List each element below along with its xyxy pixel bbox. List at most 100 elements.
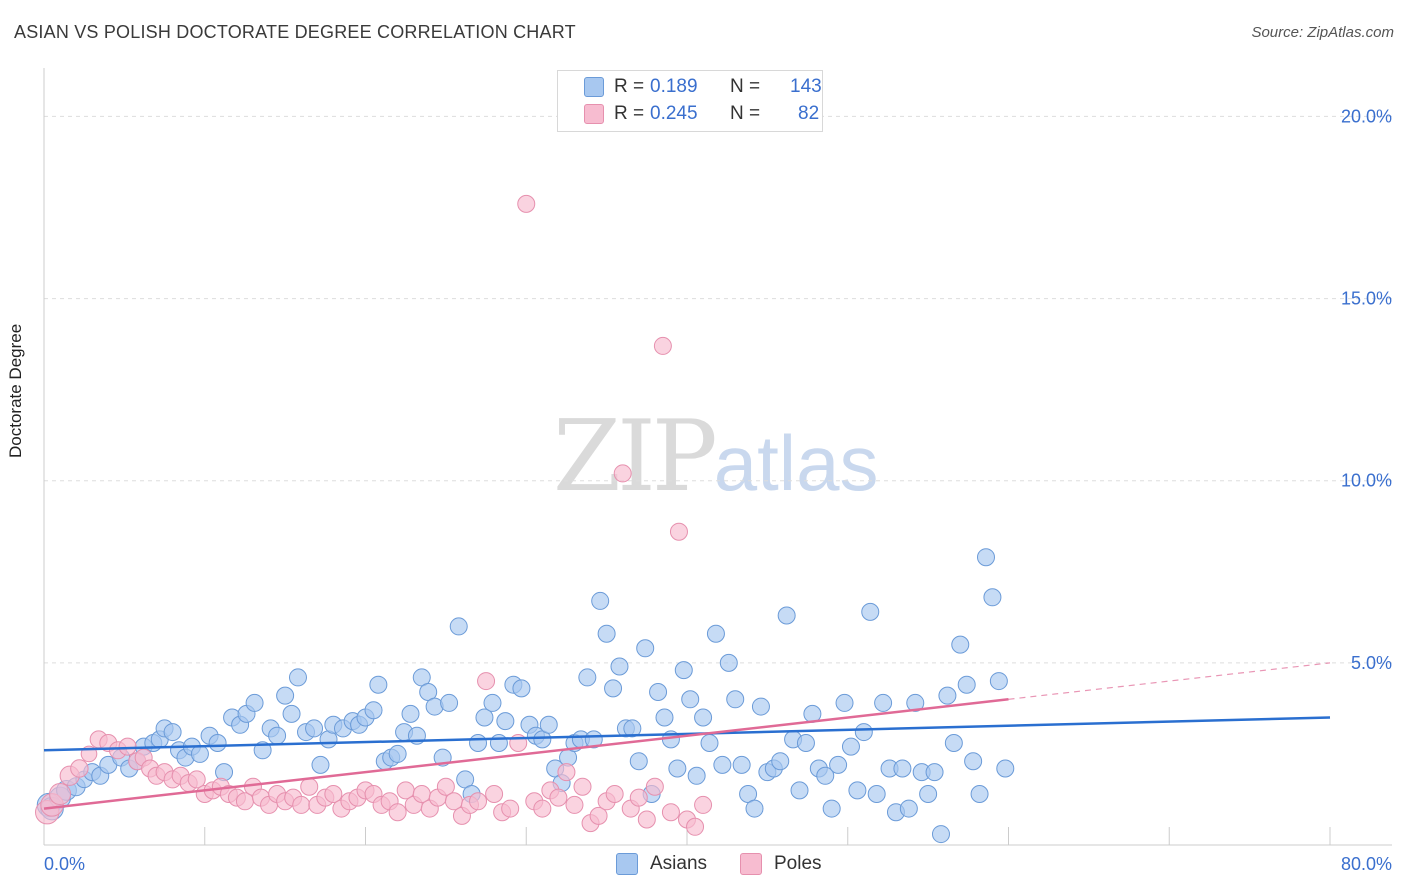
asians-r-label: R = bbox=[614, 76, 645, 97]
poles-point bbox=[517, 194, 536, 213]
chart-title: ASIAN VS POLISH DOCTORATE DEGREE CORRELA… bbox=[14, 22, 576, 42]
stats-legend: R = 0.189 N = 143 R = 0.245 N = 82 bbox=[557, 70, 823, 132]
x-tick-label-max: 80.0% bbox=[1341, 854, 1392, 874]
poles-point bbox=[187, 770, 206, 789]
poles-point bbox=[694, 795, 713, 814]
poles-point bbox=[613, 464, 632, 483]
asians-r-value: 0.189 bbox=[650, 76, 698, 97]
watermark-zip: ZIP bbox=[553, 400, 718, 514]
poles-point bbox=[533, 799, 552, 818]
asians-point bbox=[649, 683, 668, 701]
asians-point bbox=[854, 723, 873, 742]
asians-point bbox=[976, 548, 995, 567]
poles-point bbox=[324, 785, 343, 803]
asians-point bbox=[655, 708, 674, 727]
asians-point bbox=[215, 763, 234, 782]
asians-point bbox=[726, 690, 745, 709]
poles-point bbox=[485, 785, 504, 803]
y-tick-label: 15.0% bbox=[1341, 289, 1392, 309]
asians-point bbox=[874, 693, 893, 712]
asians-point bbox=[983, 588, 1002, 607]
asians-point bbox=[777, 606, 796, 625]
asians-swatch bbox=[584, 77, 604, 97]
asians-point bbox=[440, 693, 459, 712]
poles-point bbox=[501, 799, 520, 818]
poles-point bbox=[118, 737, 137, 756]
poles-point bbox=[645, 777, 664, 796]
asians-point bbox=[745, 799, 764, 818]
poles-point bbox=[629, 788, 648, 807]
asians-point bbox=[829, 755, 848, 774]
asians-point bbox=[925, 763, 944, 782]
poles-point bbox=[292, 795, 311, 814]
asians-point bbox=[919, 785, 938, 803]
poles-point bbox=[589, 806, 608, 825]
poles-point bbox=[653, 336, 672, 355]
watermark: ZIPatlas bbox=[553, 400, 879, 514]
poles-point bbox=[300, 777, 319, 796]
asians-trend-line bbox=[43, 716, 1331, 752]
chart-source: Source: ZipAtlas.com bbox=[1251, 24, 1394, 41]
poles-point bbox=[661, 803, 680, 822]
poles-r-label: R = bbox=[614, 103, 645, 124]
asians-point bbox=[245, 693, 264, 712]
asians-point bbox=[674, 661, 693, 680]
legend-item-asians[interactable]: Asians bbox=[616, 852, 707, 876]
asians-n-value: 143 bbox=[790, 76, 822, 97]
asians-point bbox=[931, 825, 950, 844]
asians-legend-label: Asians bbox=[650, 853, 708, 874]
asians-point bbox=[496, 712, 515, 731]
poles-point bbox=[469, 792, 488, 811]
asians-point bbox=[512, 679, 531, 698]
asians-point bbox=[668, 759, 687, 778]
asians-point bbox=[796, 734, 815, 752]
poles-point bbox=[49, 783, 72, 805]
asians-point bbox=[311, 755, 330, 774]
asians-point bbox=[706, 624, 725, 643]
asians-point bbox=[578, 668, 597, 687]
asians-point bbox=[964, 752, 983, 771]
asians-point bbox=[841, 737, 860, 756]
poles-r-value: 0.245 bbox=[650, 103, 698, 124]
asians-point bbox=[700, 734, 719, 752]
poles-point bbox=[637, 810, 656, 829]
asians-point bbox=[848, 781, 867, 800]
asians-point bbox=[539, 715, 558, 734]
asians-n-label: N = bbox=[730, 76, 761, 97]
asians-point bbox=[591, 591, 610, 610]
asians-point bbox=[449, 617, 468, 636]
asians-point bbox=[282, 704, 301, 723]
asians-point bbox=[835, 693, 854, 712]
poles-point bbox=[436, 777, 455, 796]
asians-point bbox=[475, 708, 494, 727]
asians-legend-swatch bbox=[616, 853, 638, 875]
asians-point bbox=[816, 766, 835, 785]
asians-point bbox=[388, 744, 407, 763]
poles-legend-swatch bbox=[740, 853, 762, 875]
poles-point bbox=[549, 788, 568, 807]
asians-point bbox=[636, 639, 655, 658]
asians-point bbox=[719, 653, 738, 672]
asians-point bbox=[867, 785, 886, 803]
asians-point bbox=[957, 675, 976, 694]
asians-point bbox=[610, 657, 629, 676]
asians-point bbox=[944, 734, 963, 752]
poles-legend-label: Poles bbox=[774, 853, 822, 874]
poles-trend-line-extension bbox=[1008, 662, 1331, 700]
poles-n-label: N = bbox=[730, 103, 761, 124]
legend-item-poles[interactable]: Poles bbox=[740, 852, 822, 876]
asians-point bbox=[629, 752, 648, 771]
asians-point bbox=[790, 781, 809, 800]
poles-point bbox=[388, 803, 407, 822]
asians-point bbox=[597, 624, 616, 643]
poles-point bbox=[70, 759, 89, 778]
asians-point bbox=[489, 734, 508, 752]
asians-point bbox=[771, 752, 790, 771]
asians-point bbox=[190, 744, 209, 763]
asians-point bbox=[681, 690, 700, 709]
asians-point bbox=[906, 693, 925, 712]
asians-point bbox=[604, 679, 623, 698]
asians-point bbox=[893, 759, 912, 778]
asians-point bbox=[751, 697, 770, 716]
